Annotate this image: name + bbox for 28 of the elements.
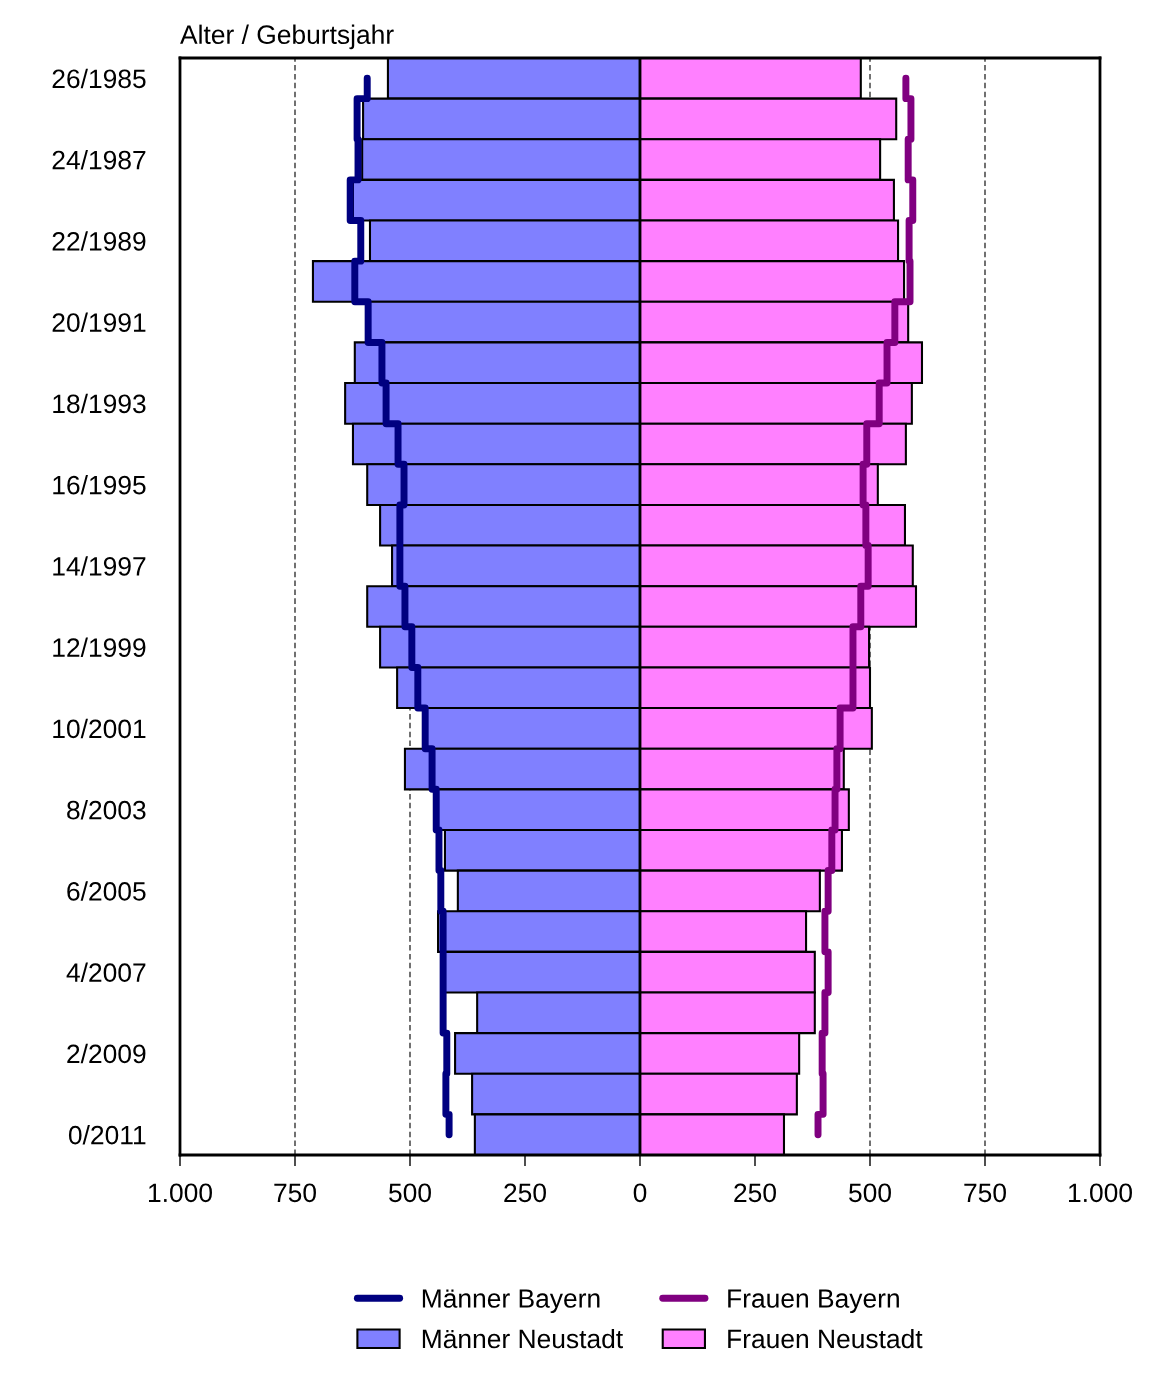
legend-label: Männer Neustadt: [422, 1328, 623, 1349]
y-tick-label: 6/2005: [67, 881, 146, 901]
y-tick-label: 4/2007: [66, 962, 146, 982]
y-axis-title: Alter / Geburtsjahr: [180, 24, 394, 50]
x-tick-label: 250: [504, 1183, 546, 1203]
x-tick-label: 750: [964, 1183, 1006, 1203]
legend-label: Männer Bayern: [422, 1289, 600, 1314]
x-tick-label: 0: [633, 1183, 647, 1203]
x-tick-label: 500: [849, 1183, 891, 1203]
legend-label: Frauen Bayern: [728, 1289, 899, 1314]
y-tick-label: 12/1999: [53, 637, 146, 657]
x-tick-label: 1.000: [1069, 1183, 1132, 1203]
y-tick-label: 0/2011: [68, 1125, 146, 1145]
y-tick-label: 10/2001: [53, 718, 146, 739]
y-tick-label: 24/1987: [52, 150, 146, 170]
y-tick-label: 18/1993: [53, 393, 146, 414]
legend-label: Frauen Neustadt: [728, 1328, 923, 1349]
y-tick-label: 2/2009: [67, 1043, 146, 1064]
y-tick-label: 26/1985: [52, 68, 146, 89]
x-tick-label: 500: [389, 1183, 431, 1203]
x-tick-label: 250: [734, 1183, 776, 1203]
y-tick-label: 16/1995: [53, 475, 146, 495]
y-tick-label: 22/1989: [52, 231, 146, 251]
x-tick-label: 1.000: [149, 1183, 212, 1203]
y-tick-label: 14/1997: [53, 556, 146, 576]
x-tick-label: 750: [274, 1183, 316, 1203]
y-tick-label: 8/2003: [67, 800, 146, 820]
y-tick-label: 20/1991: [52, 312, 146, 332]
